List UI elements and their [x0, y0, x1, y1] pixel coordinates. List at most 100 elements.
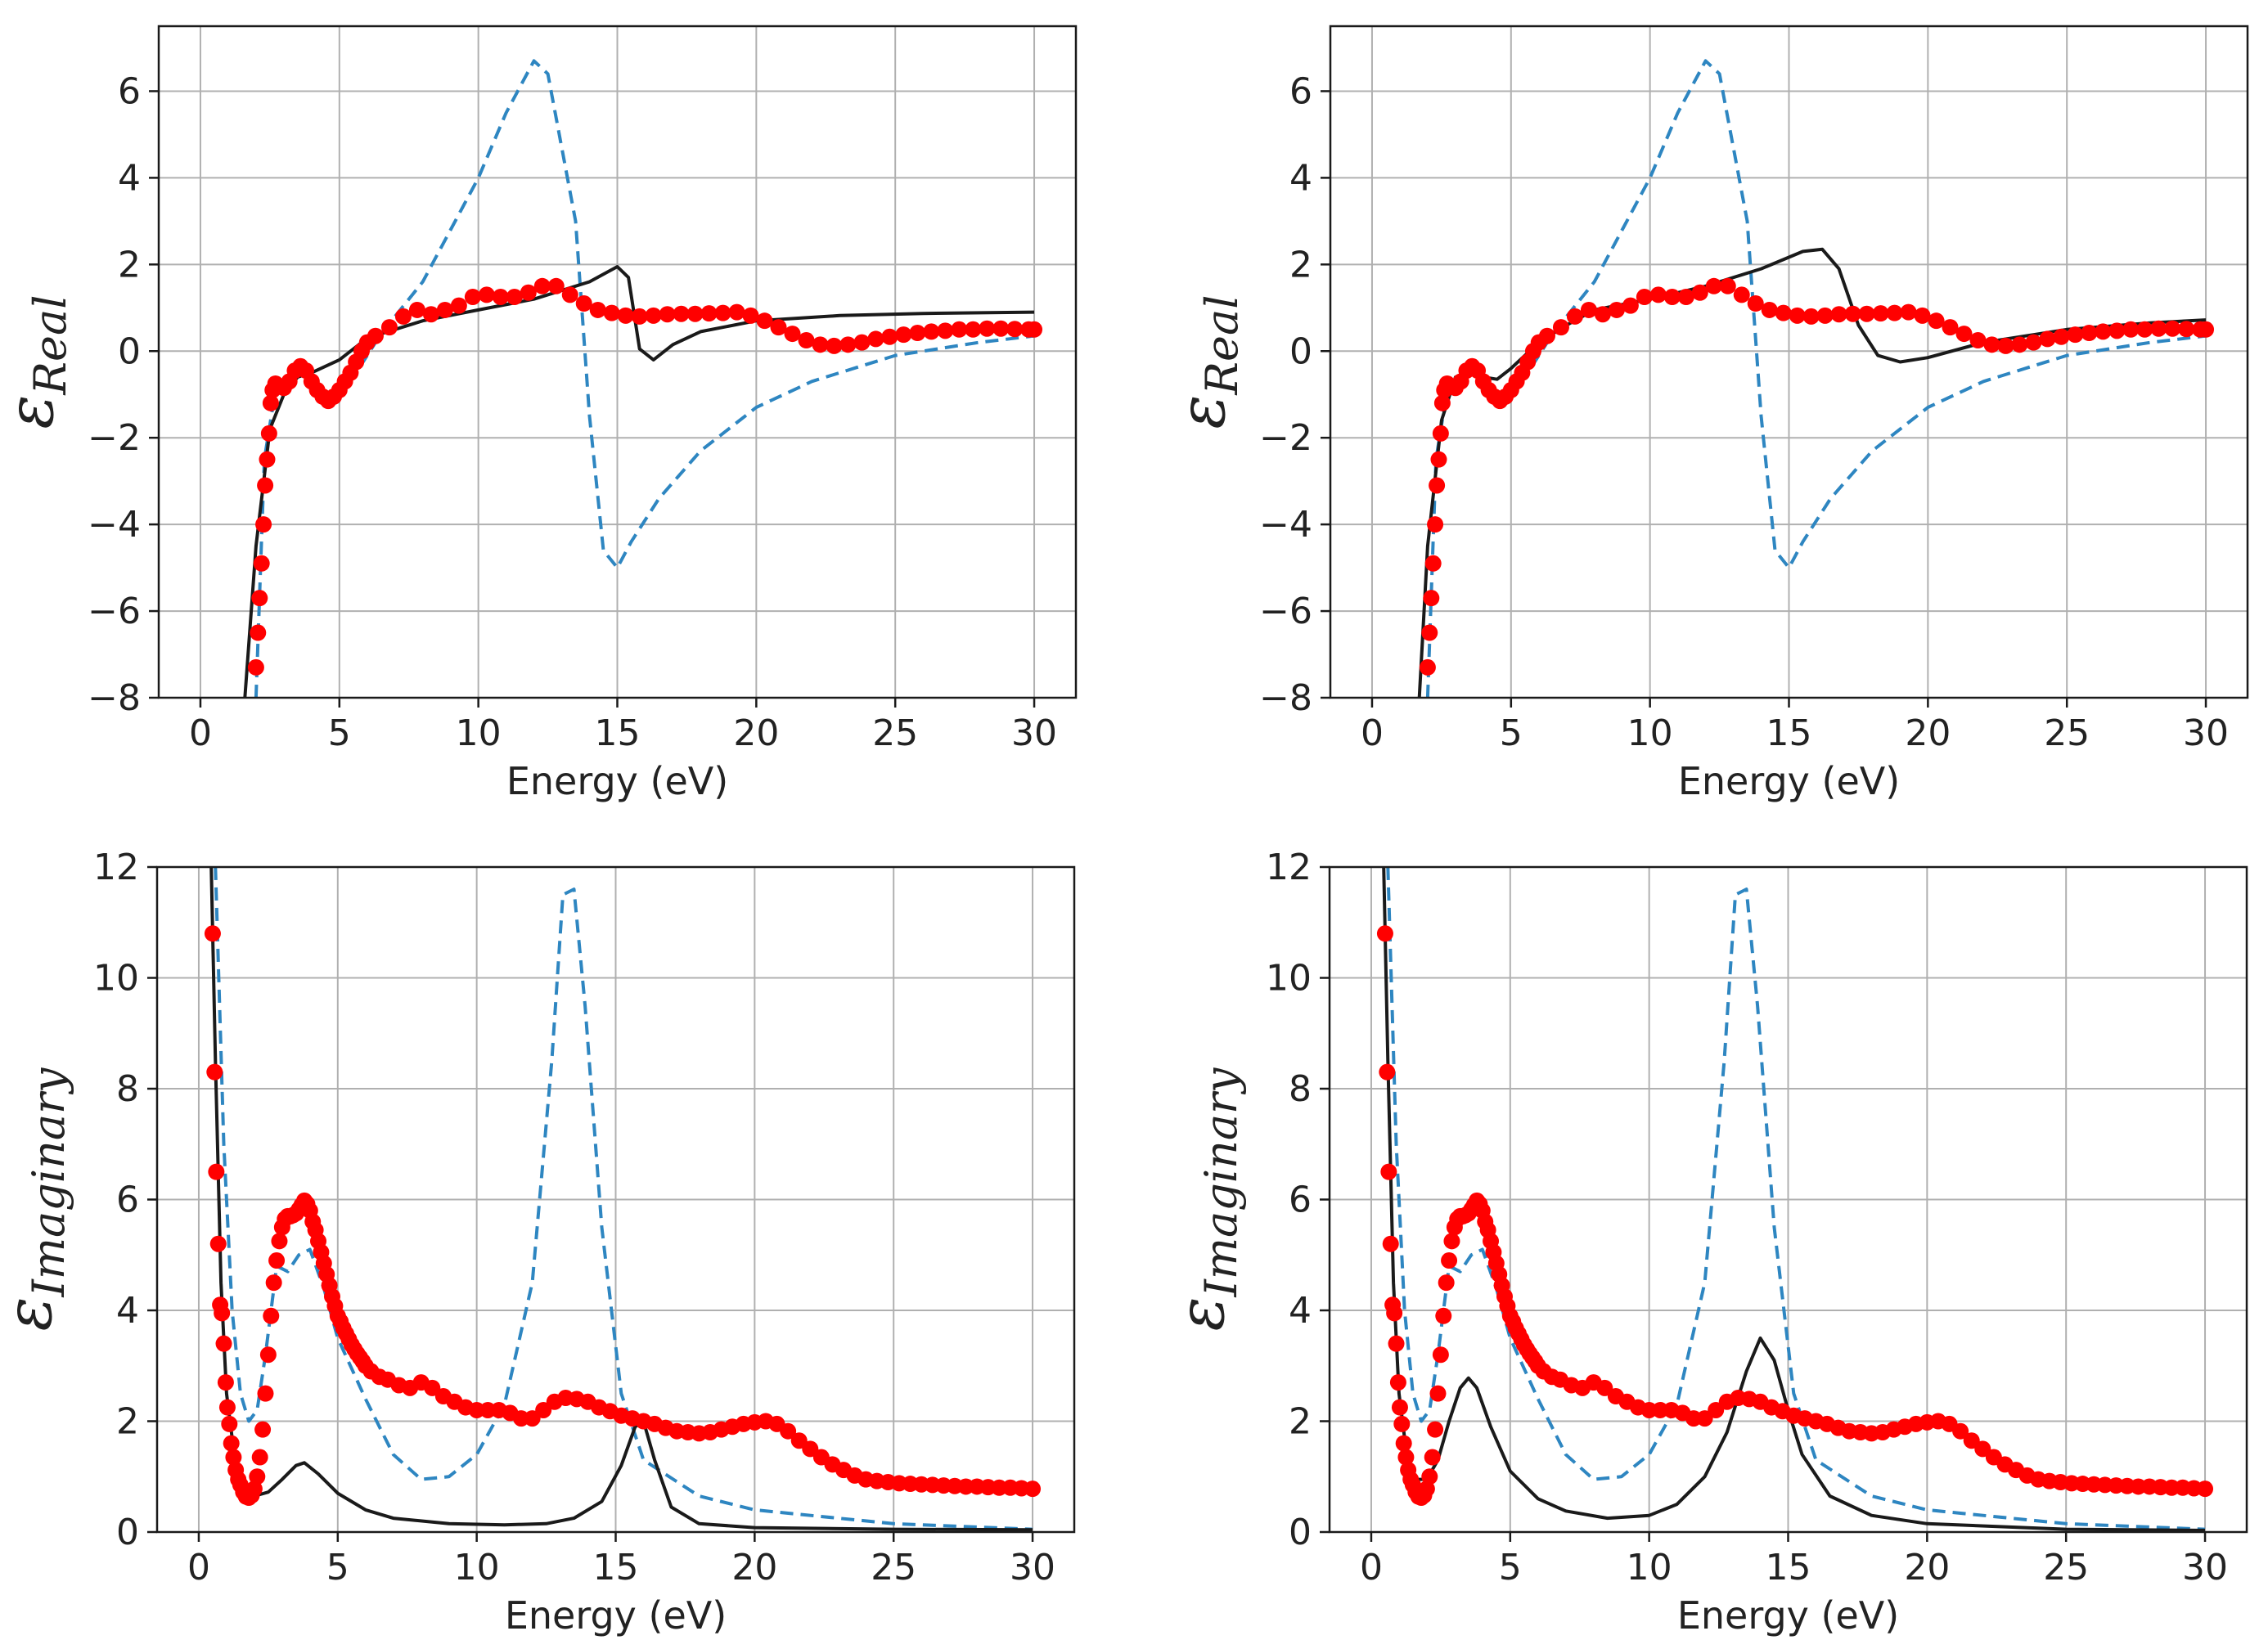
chart-bottom-right-xtick-label-6: 30	[2182, 1547, 2228, 1588]
chart-bottom-right-series-layer	[1376, 867, 2214, 1532]
chart-bottom-left-dashed-blue-line	[214, 867, 1033, 1531]
chart-top-right-red-markers-point-67	[2081, 325, 2098, 342]
chart-bottom-right-red-markers-point-75	[1696, 1410, 1713, 1427]
chart-top-left-red-markers-point-59	[798, 332, 815, 349]
chart-top-right-series-layer	[1417, 59, 2215, 698]
chart-top-right-red-markers-point-42	[1733, 286, 1750, 303]
chart-bottom-left-ylabel: εImaginary	[0, 1067, 74, 1331]
chart-top-left-red-markers-point-55	[742, 307, 759, 324]
chart-top-left-ytick-label-0: −8	[88, 677, 141, 719]
chart-top-left-ytick-label-3: −2	[88, 417, 141, 459]
chart-bottom-left-red-markers-point-8	[218, 1399, 236, 1416]
chart-top-right-red-markers-point-2	[1423, 590, 1440, 607]
chart-bottom-right-red-markers-point-9	[1393, 1415, 1411, 1432]
chart-bottom-left-xtick-label-3: 15	[593, 1547, 639, 1588]
chart-top-left-red-markers-point-3	[253, 555, 270, 572]
chart-top-right-red-markers-point-63	[2025, 334, 2042, 351]
chart-bottom-right-red-markers-point-26	[1438, 1274, 1455, 1292]
chart-top-right-red-markers-point-6	[1430, 451, 1447, 468]
chart-top-right-red-markers-point-8	[1433, 394, 1451, 411]
panel-bottom-left: 0 5 10 15 20 25 30 0 2 4 6 8 10 12 Energy (eV) εImagina…	[0, 847, 1076, 1638]
chart-bottom-right-ytick-label-4: 8	[1289, 1068, 1312, 1110]
chart-top-left-red-markers-point-68	[923, 323, 940, 340]
chart-top-left-red-markers-point-53	[714, 304, 731, 321]
chart-top-left-xtick-label-6: 30	[1011, 712, 1057, 754]
chart-bottom-right-xtick-label-2: 10	[1627, 1547, 1672, 1588]
chart-top-right-red-markers-point-49	[1830, 306, 1847, 323]
chart-bottom-left-red-markers-point-21	[251, 1449, 268, 1466]
chart-bottom-right-red-markers-point-120	[2197, 1481, 2214, 1498]
chart-top-left-red-markers-point-70	[951, 321, 968, 338]
chart-bottom-right-red-markers-point-3	[1382, 1235, 1399, 1252]
chart-top-left-red-markers-point-31	[408, 301, 425, 318]
chart-bottom-left-red-markers-point-26	[265, 1274, 282, 1292]
chart-bottom-left-xtick-label-6: 30	[1010, 1547, 1055, 1588]
chart-top-left-red-markers-point-0	[247, 658, 264, 676]
chart-top-left-ylabel-sub: Real	[25, 295, 76, 396]
chart-top-left-red-markers-point-61	[826, 337, 843, 354]
chart-top-right-red-markers-point-76	[2198, 321, 2215, 338]
chart-top-left-red-markers-point-44	[589, 301, 606, 318]
chart-top-left-xlabel: Energy (eV)	[506, 759, 728, 803]
chart-top-right-red-markers-point-46	[1789, 307, 1806, 324]
chart-top-right-ytick-label-6: 4	[1289, 157, 1312, 199]
chart-bottom-left-ytick-label-3: 6	[116, 1179, 139, 1221]
chart-top-left-red-markers-point-50	[673, 305, 690, 322]
chart-top-left-red-markers-point-58	[784, 326, 801, 343]
chart-top-right-red-markers-point-1	[1421, 624, 1438, 641]
chart-top-right-ylabel-symbol: ε	[1166, 395, 1240, 429]
chart-top-left-red-markers-point-42	[561, 286, 578, 303]
chart-bottom-left-ytick-label-5: 10	[93, 958, 139, 1000]
chart-bottom-right-ylabel: εImaginary	[1165, 1067, 1247, 1331]
chart-top-left-red-markers-point-39	[520, 284, 537, 301]
chart-bottom-right-red-markers-point-28	[1443, 1233, 1460, 1250]
chart-top-left-red-markers-point-40	[533, 277, 551, 294]
chart-top-left-red-markers-point-6	[259, 451, 276, 468]
chart-top-left-red-markers	[247, 277, 1043, 676]
chart-top-right-red-markers-point-30	[1566, 308, 1583, 325]
chart-bottom-right-red-markers-point-19	[1418, 1481, 1435, 1498]
chart-top-left-red-markers-point-48	[645, 307, 662, 324]
chart-top-left-red-markers-point-8	[262, 394, 279, 411]
chart-bottom-right-ytick-label-3: 6	[1289, 1179, 1312, 1221]
chart-bottom-left-series-layer	[204, 867, 1042, 1532]
chart-top-left-ylabel: εReal	[0, 295, 76, 429]
chart-bottom-right-red-markers-point-6	[1388, 1335, 1405, 1352]
chart-bottom-right-red-markers-point-22	[1427, 1421, 1444, 1438]
chart-top-right-red-markers-point-47	[1802, 308, 1820, 325]
chart-top-left-red-markers-point-1	[250, 624, 267, 641]
chart-top-left-red-markers-point-37	[492, 289, 509, 306]
chart-top-right-red-markers-point-34	[1622, 297, 1639, 314]
chart-top-left-xtick-label-5: 25	[872, 712, 918, 754]
chart-bottom-right-red-markers-point-24	[1432, 1346, 1449, 1364]
chart-bottom-right-ytick-label-5: 10	[1266, 958, 1312, 1000]
chart-top-right-ytick-label-4: 0	[1289, 330, 1312, 372]
chart-bottom-right-dashed-blue-line	[1386, 867, 2206, 1531]
chart-bottom-left-red-markers-point-22	[254, 1421, 272, 1438]
chart-top-right-red-markers-point-44	[1761, 301, 1778, 318]
chart-top-left-red-markers-point-34	[450, 297, 467, 314]
chart-bottom-right-red-markers-point-98	[1952, 1422, 1969, 1440]
chart-top-left-red-markers-point-49	[659, 306, 676, 323]
chart-top-left-ytick-label-6: 4	[118, 157, 141, 199]
chart-bottom-right-xtick-label-4: 20	[1904, 1547, 1950, 1588]
chart-top-right-red-markers-point-69	[2108, 322, 2126, 339]
chart-top-right-red-markers-point-58	[1955, 326, 1973, 343]
panel-bottom-right: 0 5 10 15 20 25 30 0 2 4 6 8 10 12 Energy (eV) εImagina…	[1165, 847, 2248, 1638]
chart-bottom-left-red-markers-point-11	[225, 1449, 242, 1466]
chart-top-right-red-markers-point-72	[2150, 320, 2167, 337]
chart-top-left-red-markers-point-4	[255, 516, 272, 533]
chart-top-right-ylabel-sub: Real	[1196, 295, 1248, 396]
chart-bottom-right-red-markers-point-7	[1389, 1374, 1406, 1391]
chart-top-right-red-markers-point-35	[1636, 289, 1653, 306]
chart-bottom-right-red-markers-point-27	[1441, 1252, 1458, 1269]
chart-bottom-left-red-markers	[204, 925, 1042, 1506]
chart-top-left-ytick-label-5: 2	[118, 244, 141, 285]
chart-bottom-left-ytick-label-0: 0	[116, 1512, 139, 1553]
chart-bottom-right-red-markers-point-21	[1424, 1449, 1441, 1466]
chart-top-left-red-markers-point-30	[394, 308, 412, 325]
chart-bottom-right-red-markers-point-0	[1376, 925, 1393, 942]
chart-top-right-red-markers-point-41	[1719, 277, 1736, 294]
chart-bottom-right-ylabel-sub: Imaginary	[1195, 1067, 1247, 1297]
chart-bottom-right-xlabel: Energy (eV)	[1677, 1593, 1899, 1638]
